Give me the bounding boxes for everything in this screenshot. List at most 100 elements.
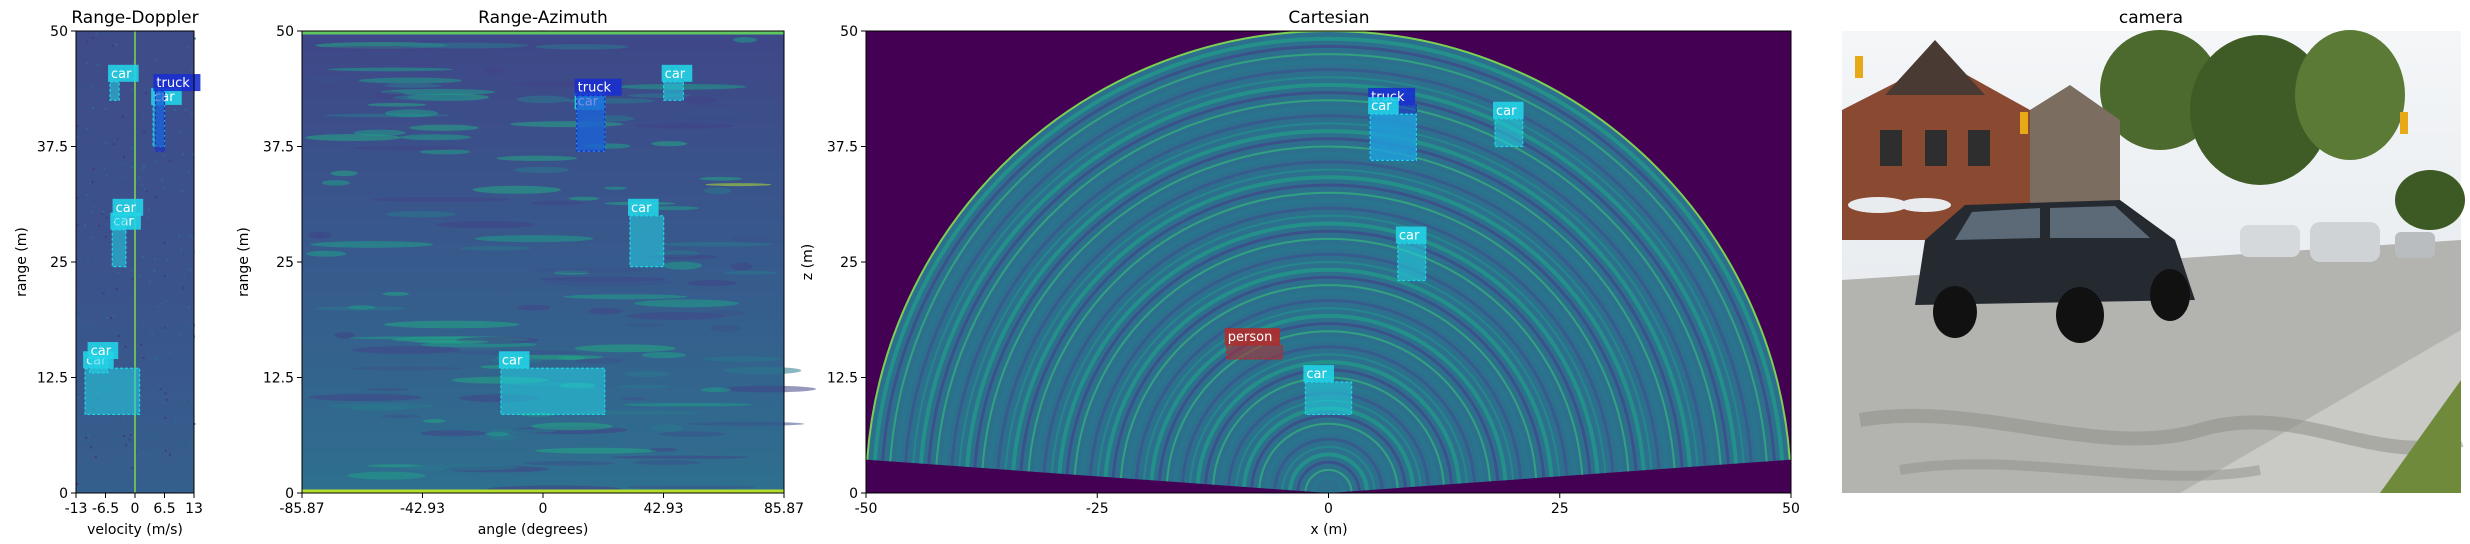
cartesian-person-tag bbox=[1224, 328, 1280, 346]
distant-car bbox=[2240, 225, 2300, 257]
main-suv-window bbox=[2050, 206, 2150, 238]
traffic-light bbox=[1855, 56, 1863, 78]
heat-streak bbox=[383, 320, 520, 329]
range-arc bbox=[927, 91, 1730, 465]
heat-streak bbox=[513, 166, 570, 174]
speckle bbox=[141, 332, 144, 335]
heat-streak bbox=[347, 471, 426, 480]
speckle bbox=[165, 61, 168, 64]
heat-streak bbox=[524, 461, 615, 466]
main-suv-window bbox=[1955, 208, 2040, 240]
heat-streak bbox=[625, 485, 756, 489]
range-doppler-car-label: car bbox=[91, 344, 112, 359]
heat-streak bbox=[731, 235, 770, 243]
cartesian-car-box bbox=[1397, 242, 1427, 282]
cartesian-car-tag bbox=[1303, 365, 1334, 383]
heat-streak bbox=[730, 262, 753, 271]
range-arc bbox=[1019, 183, 1638, 471]
speckle bbox=[128, 438, 131, 441]
range-arc bbox=[950, 114, 1707, 466]
cartesian-ylabel: z (m) bbox=[800, 244, 816, 280]
range-arc bbox=[1004, 168, 1653, 470]
heat-streak bbox=[308, 75, 350, 83]
speckle bbox=[154, 356, 157, 359]
heat-streak bbox=[474, 235, 594, 243]
speckle bbox=[136, 449, 139, 452]
speckle bbox=[175, 471, 178, 474]
range-arc bbox=[1111, 276, 1546, 478]
heat-streak bbox=[436, 220, 536, 229]
speckle bbox=[174, 420, 177, 423]
speckle bbox=[90, 85, 93, 88]
speckle bbox=[86, 128, 89, 131]
range-arc bbox=[996, 160, 1661, 470]
speckle bbox=[159, 289, 162, 292]
camera-title: camera bbox=[2119, 8, 2183, 28]
speckle bbox=[131, 278, 134, 281]
range-arc bbox=[1027, 191, 1630, 472]
speckle bbox=[165, 42, 168, 45]
speckle bbox=[116, 482, 119, 485]
speckle bbox=[168, 453, 171, 456]
speckle bbox=[143, 130, 146, 133]
heat-streak bbox=[647, 254, 718, 260]
speckle bbox=[181, 153, 184, 156]
speckle bbox=[169, 357, 172, 360]
range-arc bbox=[1103, 267, 1554, 478]
speckle bbox=[160, 326, 163, 329]
speckle bbox=[189, 312, 192, 315]
heat-streak bbox=[380, 88, 496, 96]
house-window bbox=[1925, 130, 1947, 166]
heat-streak bbox=[393, 94, 473, 101]
speckle bbox=[106, 317, 109, 320]
speckle bbox=[188, 181, 191, 184]
heat-streak bbox=[305, 134, 402, 142]
speckle bbox=[86, 172, 89, 175]
heat-streak bbox=[400, 134, 472, 141]
heat-streak bbox=[702, 310, 744, 317]
range-doppler-car-label: car bbox=[116, 201, 137, 216]
speckle bbox=[161, 178, 164, 181]
speckle bbox=[145, 190, 148, 193]
range-arc bbox=[881, 44, 1776, 461]
range-arc bbox=[1126, 290, 1531, 479]
speckle bbox=[161, 302, 164, 305]
speckle bbox=[117, 271, 120, 274]
speckle bbox=[98, 224, 101, 227]
traffic-light bbox=[2400, 112, 2408, 134]
cartesian-xtick-label: 50 bbox=[1782, 501, 1800, 517]
heat-streak bbox=[516, 304, 551, 311]
tree-canopy bbox=[2100, 30, 2220, 150]
range-arc bbox=[904, 68, 1753, 463]
range-doppler-panel: carcarcarcarcarcartruck Range-Doppler -1… bbox=[14, 8, 203, 538]
speckle bbox=[102, 292, 105, 295]
range-arc bbox=[1134, 298, 1523, 480]
speckle bbox=[193, 37, 196, 40]
range-azimuth-ytick-label: 0 bbox=[285, 486, 294, 502]
speckle bbox=[188, 31, 191, 34]
heat-streak bbox=[310, 241, 434, 248]
range-azimuth-car-tag bbox=[628, 198, 659, 216]
heat-streak bbox=[358, 77, 462, 84]
range-arc bbox=[1096, 261, 1561, 477]
speckle bbox=[153, 432, 156, 435]
speckle bbox=[156, 364, 159, 367]
speckle bbox=[102, 170, 105, 173]
speckle bbox=[175, 404, 178, 407]
speckle bbox=[162, 154, 165, 157]
range-azimuth-car-label: car bbox=[665, 67, 686, 82]
heat-streak bbox=[646, 206, 700, 211]
range-arc bbox=[1149, 313, 1508, 481]
heat-streak bbox=[486, 431, 510, 437]
speckle bbox=[147, 208, 150, 211]
cartesian-ytick-label: 50 bbox=[840, 24, 858, 40]
range-arc bbox=[1273, 437, 1384, 490]
heat-streak bbox=[530, 422, 613, 431]
range-doppler-ytick-label: 12.5 bbox=[37, 371, 68, 387]
speckle bbox=[180, 190, 183, 193]
speckle bbox=[166, 258, 169, 261]
cartesian-xtick-label: -50 bbox=[855, 501, 878, 517]
speckle bbox=[108, 193, 111, 196]
speckle bbox=[163, 187, 166, 190]
speckle bbox=[144, 327, 147, 330]
